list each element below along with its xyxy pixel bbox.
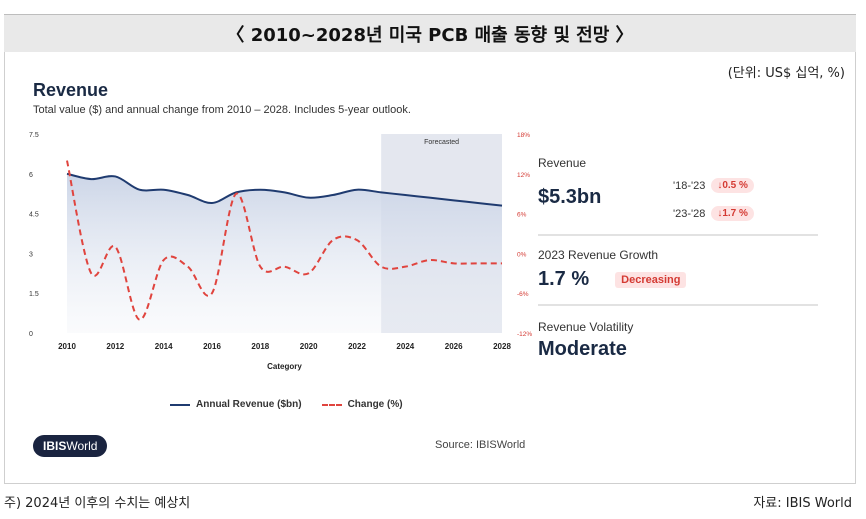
y-right-tick: -12%	[517, 331, 532, 338]
footnote: 주) 2024년 이후의 수치는 예상치	[4, 496, 191, 511]
growth-status-badge: Decreasing	[615, 271, 687, 288]
x-tick: 2010	[58, 342, 76, 351]
revenue-label: Revenue	[538, 156, 587, 170]
legend-swatch-change	[321, 403, 342, 406]
period-2-change-badge: ↓1.7 %	[711, 206, 754, 221]
y-left-tick: 7.5	[29, 132, 39, 139]
x-tick: 2024	[396, 342, 414, 351]
growth-block: 2023 Revenue Growth 1.7 % Decreasing	[538, 248, 818, 291]
y-right-tick: 0%	[517, 251, 527, 258]
x-axis-label: Category	[267, 362, 302, 371]
x-tick: 2026	[445, 342, 463, 351]
x-tick: 2014	[155, 342, 173, 351]
ibisworld-logo: IBISWorld	[33, 435, 108, 457]
y-right-tick: 6%	[517, 212, 527, 219]
unit-note: (단위: US$ 십억, %)	[727, 66, 845, 81]
footer-source: 자료: IBIS World	[753, 496, 852, 511]
legend-label-revenue: Annual Revenue ($bn)	[196, 399, 302, 410]
y-right-tick: 12%	[517, 172, 530, 179]
stats-divider-2	[538, 304, 818, 306]
y-right-tick: -6%	[517, 291, 529, 298]
y-left-tick: 6	[29, 172, 33, 179]
x-tick: 2012	[106, 342, 124, 351]
x-tick: 2020	[300, 342, 318, 351]
x-tick: 2022	[348, 342, 366, 351]
growth-value: 1.7 %	[538, 268, 590, 290]
forecast-label: Forecasted	[424, 139, 459, 146]
legend-item-change: Change (%)	[321, 399, 403, 410]
y-left-tick: 4.5	[29, 212, 39, 219]
revenue-line	[66, 172, 503, 207]
revenue-block: Revenue $5.3bn '18-'23 ↓0.5 % '23-'28 ↓1…	[538, 156, 818, 221]
legend-swatch-revenue	[170, 403, 190, 406]
y-left-tick: 0	[29, 331, 33, 338]
legend-label-change: Change (%)	[347, 399, 403, 410]
period-2: '23-'28	[673, 207, 706, 220]
volatility-block: Revenue Volatility Moderate	[538, 320, 818, 361]
volatility-value: Moderate	[538, 338, 627, 360]
growth-label: 2023 Revenue Growth	[538, 248, 659, 262]
period-1: '18-'23	[673, 179, 706, 192]
revenue-chart: Forecasted 7.5 6 4.5 3 1.5 0 18% 12% 6% 0% -6% -12% 2…	[29, 132, 532, 371]
change-row-1: '18-'23 ↓0.5 %	[673, 178, 754, 193]
change-row-2: '23-'28 ↓1.7 %	[673, 206, 754, 221]
period-1-change-badge: ↓0.5 %	[711, 178, 754, 193]
x-tick: 2016	[203, 342, 221, 351]
revenue-value: $5.3bn	[538, 186, 602, 208]
volatility-label: Revenue Volatility	[538, 320, 634, 334]
chart-source: Source: IBISWorld	[435, 439, 526, 451]
y-left-tick: 3	[29, 251, 33, 258]
change-line	[66, 160, 502, 321]
x-tick: 2018	[251, 342, 269, 351]
y-left-tick: 1.5	[29, 291, 39, 298]
x-tick: 2028	[493, 342, 511, 351]
stats-divider-1	[538, 234, 818, 236]
card-subtitle: Total value ($) and annual change from 2…	[33, 104, 411, 116]
y-right-tick: 18%	[517, 132, 530, 139]
legend-item-revenue: Annual Revenue ($bn)	[170, 399, 302, 410]
chart-panel: (단위: US$ 십억, %) Revenue Total value ($) …	[4, 52, 856, 484]
card-title: Revenue	[33, 80, 109, 100]
revenue-area	[67, 173, 502, 333]
page-title: 〈 2010~2028년 미국 PCB 매출 동향 및 전망 〉	[4, 14, 856, 54]
chart-legend: Annual Revenue ($bn) Change (%)	[170, 399, 403, 410]
